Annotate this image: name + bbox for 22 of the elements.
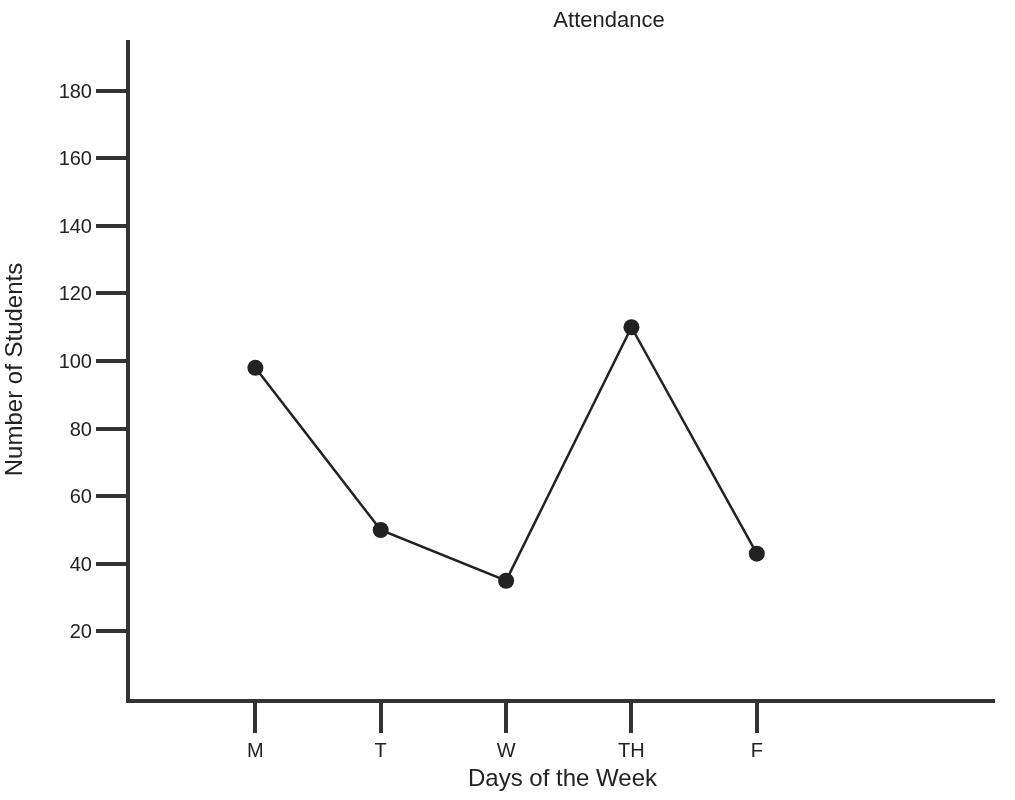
y-tick-label: 120 xyxy=(58,282,92,305)
y-tick-label: 140 xyxy=(58,214,92,237)
chart-title: Attendance xyxy=(553,7,665,33)
y-tick-label: 80 xyxy=(69,417,92,440)
point xyxy=(748,545,765,562)
x-tick-label: T xyxy=(374,739,387,761)
x-axis-title: Days of the Week xyxy=(468,763,658,791)
x-tick-label: M xyxy=(247,739,264,761)
x-tick-label: TH xyxy=(618,739,645,761)
y-tick-label: 60 xyxy=(69,485,92,508)
y-tick-label: 180 xyxy=(58,79,92,102)
point xyxy=(623,319,640,336)
point xyxy=(247,359,264,376)
point xyxy=(372,522,389,539)
point xyxy=(498,572,515,589)
y-tick-label: 40 xyxy=(69,552,92,575)
y-axis-title: Number of Students xyxy=(0,262,28,477)
x-tick-label: F xyxy=(750,739,763,761)
y-tick-label: 160 xyxy=(58,147,92,170)
y-tick-label: 100 xyxy=(58,350,92,373)
y-tick-label: 20 xyxy=(69,620,92,643)
x-tick-label: W xyxy=(496,739,516,761)
